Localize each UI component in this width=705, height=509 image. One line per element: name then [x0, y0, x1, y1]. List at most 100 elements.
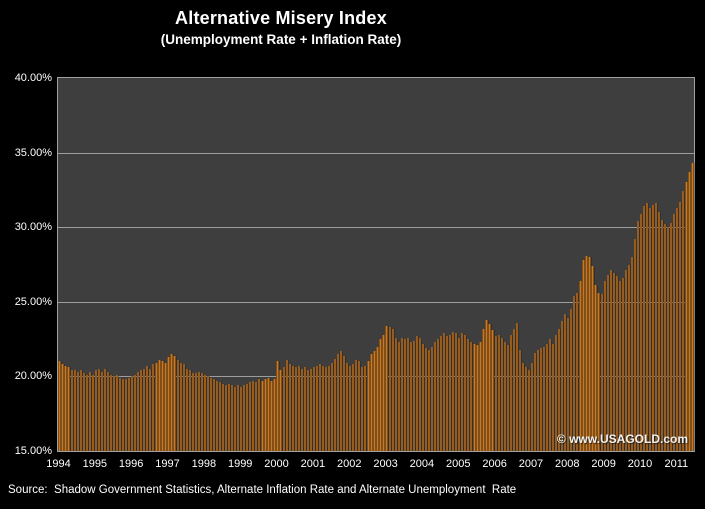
gridline	[58, 376, 694, 378]
bar	[436, 339, 440, 451]
bar	[167, 357, 170, 451]
bar	[658, 212, 661, 451]
bar	[421, 343, 425, 451]
bar	[203, 374, 206, 451]
x-tick-label: 2008	[555, 458, 580, 470]
bar	[391, 328, 394, 451]
bar	[224, 385, 228, 451]
bar	[276, 361, 279, 451]
bar	[349, 365, 352, 451]
bar	[512, 328, 515, 451]
bar	[346, 362, 349, 451]
title-block: Alternative Misery Index (Unemployment R…	[0, 8, 562, 47]
bar	[282, 367, 285, 451]
bar	[591, 266, 594, 451]
bar	[633, 239, 637, 451]
watermark: © www.USAGOLD.com	[556, 432, 688, 446]
bar	[291, 365, 294, 451]
bar	[455, 333, 458, 451]
x-tick-label: 2005	[446, 458, 471, 470]
bar	[518, 349, 521, 451]
bar	[103, 368, 107, 451]
bar	[567, 318, 570, 451]
bar	[179, 362, 182, 451]
bar	[161, 361, 164, 451]
gridline	[58, 301, 694, 303]
bar	[594, 285, 597, 451]
bar	[458, 337, 461, 451]
bar	[424, 348, 428, 451]
bar	[427, 349, 431, 451]
gridline	[58, 152, 694, 154]
bar	[515, 322, 518, 451]
bar	[609, 270, 612, 451]
bar	[546, 343, 549, 451]
bar	[164, 362, 167, 451]
bar	[597, 292, 600, 451]
y-tick-label: 30.00%	[14, 221, 52, 234]
bar	[146, 365, 149, 451]
x-tick-label: 1997	[155, 458, 180, 470]
bar	[394, 337, 397, 451]
bar	[318, 364, 322, 451]
bar	[464, 334, 467, 451]
bar	[685, 182, 688, 451]
bar	[249, 382, 252, 451]
bar	[206, 376, 209, 451]
bar	[252, 380, 255, 451]
bar	[188, 370, 191, 451]
bar	[639, 213, 643, 451]
y-tick-label: 40.00%	[14, 72, 52, 84]
bar	[600, 294, 603, 451]
bar	[385, 325, 388, 451]
bar	[358, 361, 361, 451]
bar	[406, 337, 409, 451]
bar	[258, 379, 261, 451]
bar	[337, 354, 340, 451]
bar	[327, 365, 331, 451]
bar	[430, 346, 434, 451]
bar	[485, 319, 488, 451]
bar	[603, 280, 606, 451]
bar	[530, 362, 534, 451]
bar	[97, 368, 100, 451]
bar	[585, 255, 588, 451]
bar	[170, 354, 173, 451]
bar	[243, 385, 246, 451]
bar	[482, 328, 485, 451]
bar	[542, 346, 546, 451]
bar	[636, 221, 640, 451]
y-tick-label: 20.00%	[14, 370, 52, 383]
bar	[388, 327, 391, 451]
bar	[340, 351, 343, 451]
x-tick-label: 2010	[627, 458, 653, 470]
bar	[412, 340, 415, 451]
bar	[330, 362, 334, 451]
bar	[536, 349, 540, 451]
bar	[527, 370, 531, 451]
bar	[403, 339, 406, 451]
bar	[361, 367, 364, 451]
bar	[676, 207, 679, 451]
bar	[255, 382, 258, 451]
bar	[400, 337, 403, 451]
bar	[652, 204, 655, 451]
x-tick-label: 2003	[373, 458, 398, 470]
bar	[158, 360, 161, 451]
bar	[173, 355, 176, 451]
bar	[367, 361, 370, 451]
bar	[618, 280, 621, 451]
bar	[315, 365, 319, 451]
bar	[94, 370, 97, 451]
bar	[143, 368, 146, 451]
bar	[118, 377, 122, 451]
bar	[155, 362, 158, 451]
bar	[370, 354, 373, 451]
chart-title: Alternative Misery Index	[175, 8, 387, 28]
source-note: Source: Shadow Government Statistics, Al…	[8, 484, 517, 496]
bar	[582, 260, 585, 451]
bar	[648, 207, 652, 451]
bar	[231, 385, 234, 451]
x-tick-label: 2004	[409, 458, 435, 470]
